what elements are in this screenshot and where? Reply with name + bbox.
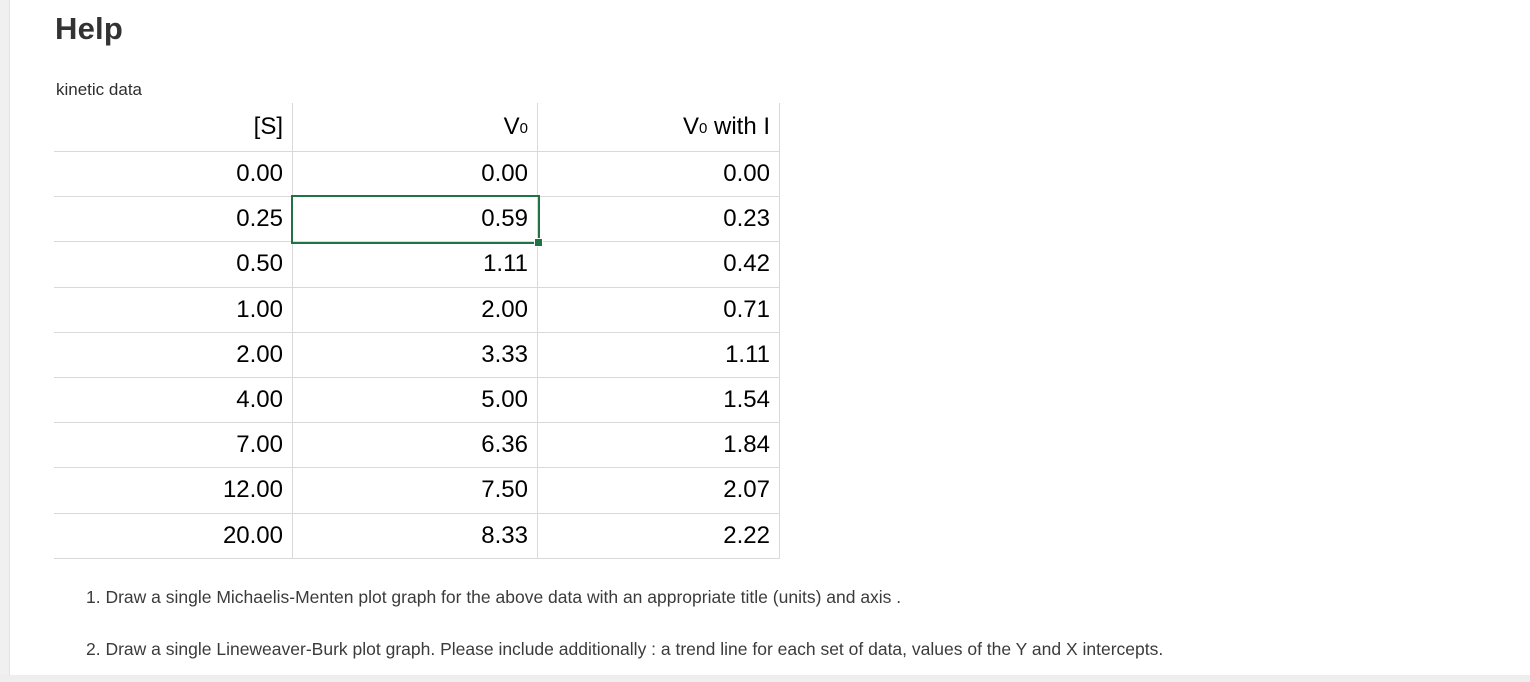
instruction-lineweaver-burk: 2. Draw a single Lineweaver-Burk plot gr…: [86, 639, 1164, 659]
table-row: 0.25 0.59 0.23: [54, 197, 780, 243]
cell-s[interactable]: 0.00: [54, 152, 293, 197]
cell-v0-with-i[interactable]: 0.00: [538, 152, 780, 197]
header-text: V: [503, 113, 520, 140]
cell-s[interactable]: 7.00: [54, 423, 293, 468]
cell-v0-with-i[interactable]: 0.71: [538, 287, 780, 332]
table-row: 1.00 2.00 0.71: [54, 287, 780, 333]
table-row: 2.00 3.33 1.11: [54, 332, 780, 378]
cell-s[interactable]: 12.00: [54, 468, 293, 513]
header-text: [S]: [253, 113, 283, 140]
table-row: 20.00 8.33 2.22: [54, 513, 780, 559]
left-gutter: [0, 0, 9, 682]
cell-v0-with-i[interactable]: 0.42: [538, 242, 780, 287]
table-row: 7.00 6.36 1.84: [54, 423, 780, 469]
page-title: Help: [55, 11, 123, 46]
cell-v0-with-i[interactable]: 2.07: [538, 468, 780, 513]
cell-s[interactable]: 1.00: [54, 287, 293, 332]
cell-s[interactable]: 4.00: [54, 377, 293, 423]
table-row: 0.50 1.11 0.42: [54, 242, 780, 288]
cell-v0[interactable]: 3.33: [293, 332, 538, 377]
table-caption: kinetic data: [56, 80, 142, 99]
header-text: with I: [707, 113, 770, 140]
cell-v0-with-i[interactable]: 1.54: [538, 377, 780, 423]
table-row: 12.00 7.50 2.07: [54, 468, 780, 514]
cell-s[interactable]: 20.00: [54, 513, 293, 558]
cell-v0[interactable]: 0.59: [293, 197, 538, 242]
cell-v0[interactable]: 1.11: [293, 242, 538, 287]
cell-s[interactable]: 2.00: [54, 332, 293, 377]
cell-v0-with-i[interactable]: 2.22: [538, 513, 780, 558]
cell-v0[interactable]: 0.00: [293, 152, 538, 197]
cell-v0[interactable]: 2.00: [293, 287, 538, 332]
column-header-substrate[interactable]: [S]: [54, 103, 293, 151]
cell-v0[interactable]: 5.00: [293, 377, 538, 423]
cell-v0[interactable]: 8.33: [293, 513, 538, 558]
cell-v0-with-i[interactable]: 0.23: [538, 197, 780, 242]
cell-v0[interactable]: 7.50: [293, 468, 538, 513]
header-text: V: [682, 113, 699, 140]
cell-s[interactable]: 0.50: [54, 242, 293, 287]
cell-v0-with-i[interactable]: 1.84: [538, 423, 780, 468]
fill-handle[interactable]: [534, 238, 543, 247]
table-row: 0.00 0.00 0.00: [54, 152, 780, 198]
cell-s[interactable]: 0.25: [54, 197, 293, 242]
bottom-gutter: [0, 675, 1530, 682]
cell-v0-with-i[interactable]: 1.11: [538, 332, 780, 377]
table-row: 4.00 5.00 1.54: [54, 377, 780, 424]
instruction-michaelis-menten: 1. Draw a single Michaelis-Menten plot g…: [86, 587, 902, 607]
cell-v0[interactable]: 6.36: [293, 423, 538, 468]
